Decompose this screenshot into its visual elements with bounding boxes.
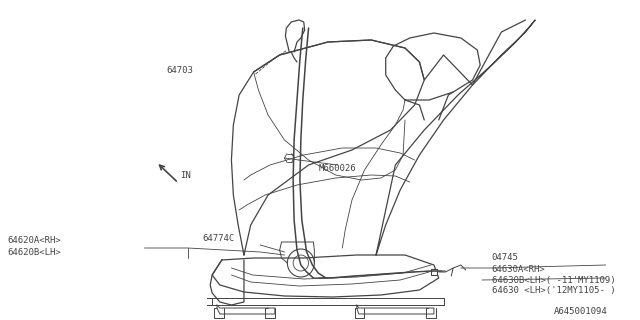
Text: 64630A<RH>: 64630A<RH> — [492, 265, 545, 274]
Text: M660026: M660026 — [318, 164, 356, 172]
Text: 64620A<RH>: 64620A<RH> — [8, 236, 61, 244]
Text: 64774C: 64774C — [202, 234, 235, 243]
Text: 64630 <LH>('12MY1105- ): 64630 <LH>('12MY1105- ) — [492, 286, 616, 295]
Text: IN: IN — [180, 171, 191, 180]
Text: 04745: 04745 — [492, 253, 518, 262]
Text: 64620B<LH>: 64620B<LH> — [8, 247, 61, 257]
Text: 64703: 64703 — [166, 66, 193, 75]
Text: 64630B<LH>( -11'MY1109): 64630B<LH>( -11'MY1109) — [492, 276, 616, 284]
Text: A645001094: A645001094 — [554, 308, 607, 316]
